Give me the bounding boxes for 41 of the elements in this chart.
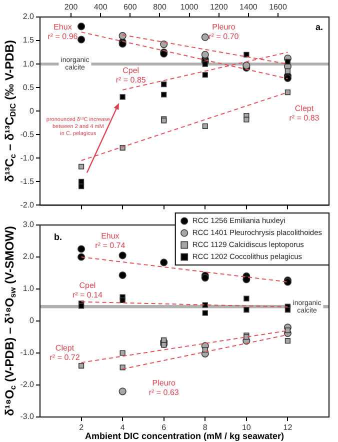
x2-tick-label: 800 — [153, 2, 167, 12]
y-tick-label: -0.5 — [20, 130, 35, 139]
y-tick-label: 1.0 — [22, 284, 35, 294]
y-tick-label: 0.5 — [22, 82, 35, 92]
x2-tick-label: 200 — [64, 2, 78, 12]
x-tick-label: 4 — [120, 423, 126, 432]
x2-tick-label: 400 — [94, 2, 108, 12]
y-tick-label: 1.5 — [22, 36, 35, 45]
annotation: Ehux r² = 0.74 — [95, 231, 126, 250]
x-tick-label: 2 — [79, 423, 84, 432]
x-tick-label: 6 — [162, 423, 167, 432]
x-tick-label: 8 — [202, 423, 208, 432]
x2-tick-label: 1000 — [180, 2, 199, 12]
y-tick-label: -1.5 — [20, 176, 35, 186]
y-tick-label: 3.0 — [22, 220, 35, 230]
x2-tick-label: 1200 — [210, 2, 228, 12]
y-tick-label: -1.0 — [20, 348, 35, 358]
annotation: Cpel r² = 0.14 — [72, 281, 104, 300]
y-tick-label: 0 — [30, 316, 35, 326]
x-tick-label: 10 — [242, 423, 252, 432]
x-tick-label: 12 — [283, 423, 293, 432]
annotation: a. — [315, 22, 323, 32]
y-tick-label: 2.0 — [22, 252, 35, 262]
y-tick-label: 2.0 — [22, 12, 35, 22]
annotation: Ehux r² = 0.96 — [48, 22, 78, 42]
x-axis-title: Ambient DIC concentration (mM / kg seawater) — [84, 431, 284, 442]
annotation: Pleuro r² = 0.70 — [208, 22, 240, 42]
y-tick-label: -3.0 — [20, 412, 35, 422]
annotation: Pleuro r² = 0.63 — [148, 378, 180, 398]
annotation: Cpel r² = 0.85 — [116, 66, 146, 84]
annotation: b. — [54, 232, 62, 242]
annotation: Clept r² = 0.72 — [50, 343, 80, 362]
annotation: Clept r² = 0.83 — [289, 104, 320, 122]
y-tick-label: 0 — [30, 106, 35, 116]
y-tick-label: 1.0 — [22, 59, 35, 68]
x2-tick-label: 1400 — [240, 2, 258, 12]
y-tick-label: -2.0 — [20, 200, 35, 210]
y-tick-label: -2.0 — [20, 380, 35, 390]
x2-tick-label: 1600 — [269, 2, 288, 12]
x2-tick-label: 600 — [123, 2, 138, 12]
y-tick-label: -1.0 — [20, 153, 35, 162]
